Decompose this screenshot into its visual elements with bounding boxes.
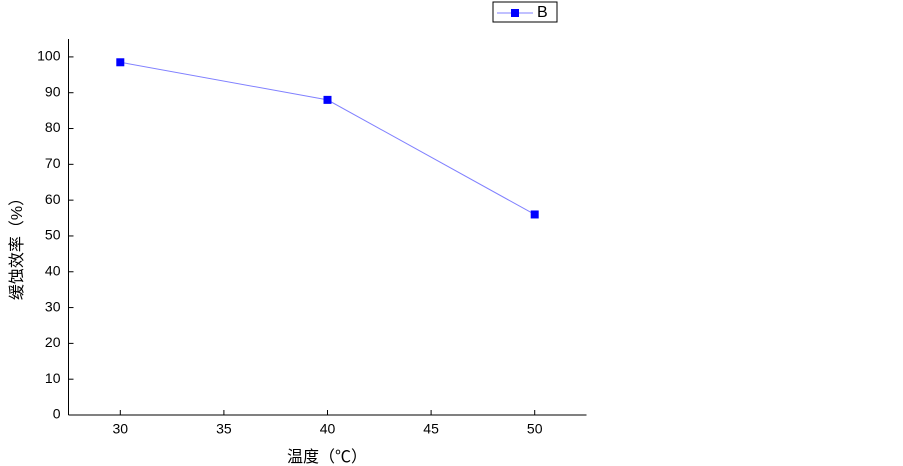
y-tick-label: 70 (45, 155, 61, 171)
y-axis-label: 缓蚀效率（%） (8, 190, 26, 300)
y-tick-label: 40 (45, 262, 61, 278)
y-tick-label: 60 (45, 191, 61, 207)
x-tick-label: 40 (320, 421, 336, 437)
x-tick-label: 50 (527, 421, 543, 437)
y-tick-label: 80 (45, 119, 61, 135)
y-tick-label: 50 (45, 227, 61, 243)
series-line (120, 61, 535, 215)
point (116, 58, 125, 67)
legend-box (492, 1, 558, 23)
y-tick-label: 20 (45, 334, 61, 350)
y-tick-label: 100 (37, 48, 61, 64)
legend-label: B (537, 4, 548, 21)
x-axis-label: 温度（℃） (287, 448, 367, 466)
y-tick-label: 30 (45, 298, 61, 314)
point (530, 210, 539, 219)
x-tick-label: 30 (113, 421, 129, 437)
point (323, 95, 332, 104)
legend-marker (511, 9, 519, 17)
x-tick-label: 45 (423, 421, 439, 437)
y-tick-label: 10 (45, 370, 61, 386)
y-tick-label: 0 (53, 406, 61, 422)
x-tick-label: 35 (216, 421, 232, 437)
y-tick-label: 90 (45, 83, 61, 99)
